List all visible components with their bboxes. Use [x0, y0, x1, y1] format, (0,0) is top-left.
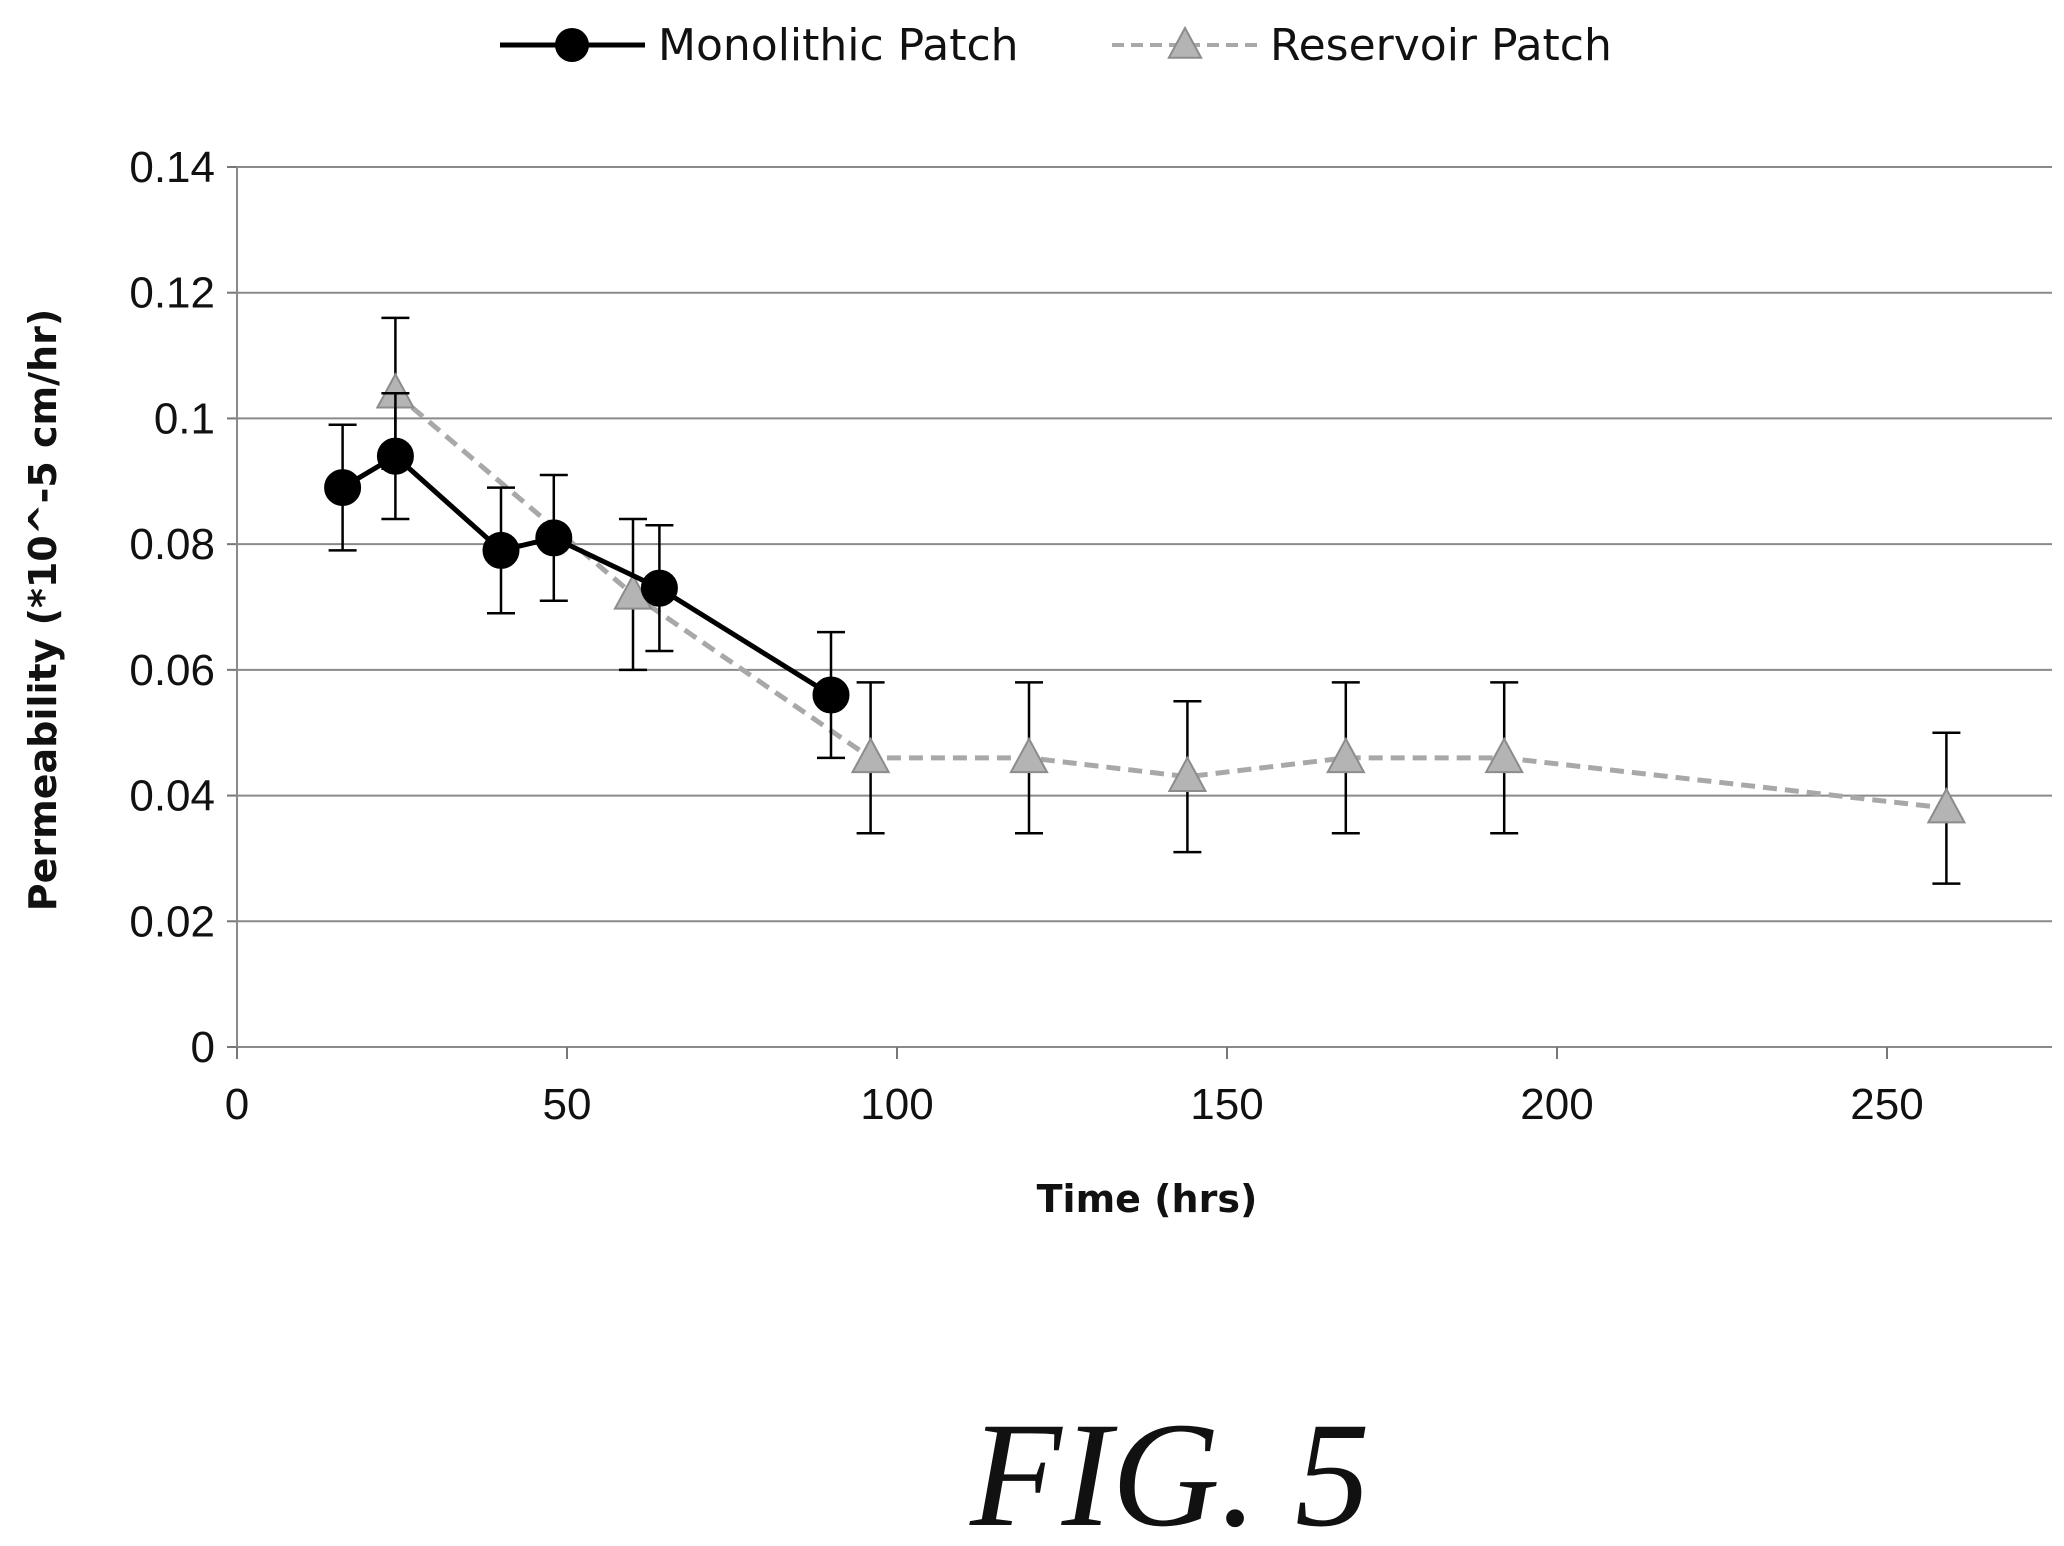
data-point-reservoir-6	[1484, 736, 1524, 774]
series-monolithic	[324, 392, 850, 760]
legend: Monolithic Patch Reservoir Patch	[500, 20, 1612, 71]
legend-item-reservoir: Reservoir Patch	[1112, 20, 1612, 71]
y-tick-label-5: 0.1	[154, 394, 215, 443]
gridlines	[237, 166, 2052, 923]
axes: 0 0.02 0.04 0.06 0.08 0.1 0.12 0.14 0 50 100 150 200…	[129, 143, 2052, 1129]
series-reservoir	[375, 316, 1967, 885]
y-axis-title: Permeability (*10^-5 cm/hr)	[21, 309, 65, 911]
legend-marker-monolithic	[555, 28, 589, 62]
y-tick-label-4: 0.08	[129, 520, 215, 569]
data-point-reservoir-5	[1326, 736, 1366, 774]
legend-item-monolithic: Monolithic Patch	[500, 20, 1019, 71]
y-tick-label-6: 0.12	[129, 269, 215, 318]
series-layer	[324, 316, 1967, 885]
x-tick-label-3: 150	[1190, 1080, 1263, 1129]
series-line-0	[341, 453, 833, 698]
y-tick-label-1: 0.02	[129, 897, 215, 946]
y-tick-label-0: 0	[191, 1023, 215, 1072]
data-point-reservoir-7	[1926, 787, 1967, 824]
y-tick-label-2: 0.04	[129, 772, 215, 821]
x-tick-label-2: 100	[860, 1080, 933, 1129]
legend-label-reservoir: Reservoir Patch	[1270, 20, 1612, 71]
data-point-reservoir-4	[1167, 755, 1208, 792]
data-point-monolithic-1	[376, 437, 414, 475]
data-point-monolithic-3	[535, 519, 573, 557]
x-tick-label-1: 50	[543, 1080, 592, 1129]
x-axis-title: Time (hrs)	[1037, 1177, 1258, 1221]
data-point-reservoir-2	[850, 736, 891, 774]
x-tick-label-0: 0	[225, 1080, 249, 1129]
data-point-monolithic-0	[324, 469, 362, 507]
y-tick-label-7: 0.14	[129, 143, 215, 192]
legend-label-monolithic: Monolithic Patch	[658, 20, 1019, 71]
y-tick-label-3: 0.06	[129, 646, 215, 695]
data-point-monolithic-5	[812, 676, 850, 714]
series-line-1	[393, 391, 1947, 811]
figure-caption: FIG. 5	[969, 1392, 1370, 1546]
data-point-reservoir-3	[1009, 736, 1049, 774]
x-tick-label-5: 250	[1850, 1080, 1923, 1129]
data-point-monolithic-2	[482, 531, 520, 569]
x-tick-label-4: 200	[1520, 1080, 1593, 1129]
legend-marker-reservoir	[1167, 25, 1203, 59]
data-point-monolithic-4	[640, 569, 678, 607]
